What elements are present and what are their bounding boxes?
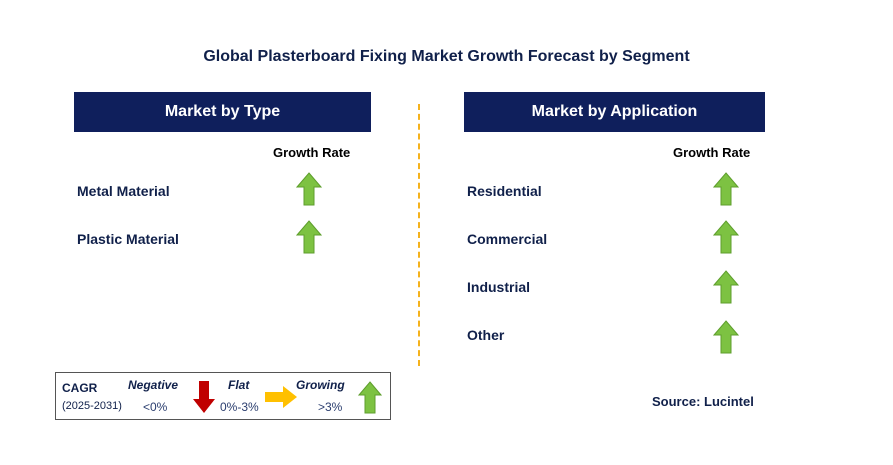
source-note: Source: Lucintel (652, 394, 754, 409)
legend-negative-label: Negative (128, 378, 179, 392)
growing-up-arrow-icon (358, 381, 382, 414)
application-growth-rate-label: Growth Rate (673, 145, 751, 160)
type-panel-header: Market by Type (74, 92, 371, 132)
legend-cagr-label: CAGR (62, 381, 98, 395)
legend-flat-label: Flat (228, 378, 250, 392)
application-panel-header: Market by Application (464, 92, 765, 132)
growth-up-arrow-icon (713, 220, 739, 254)
growth-up-arrow-icon (296, 172, 322, 206)
type-item-label: Metal Material (77, 183, 170, 199)
type-growth-rate-label: Growth Rate (273, 145, 351, 160)
application-item-label: Residential (467, 183, 542, 199)
panel-divider (418, 104, 420, 366)
growth-up-arrow-icon (713, 270, 739, 304)
negative-down-arrow-icon (193, 381, 215, 413)
legend-growing-label: Growing (296, 378, 345, 392)
legend-period: (2025-2031) (62, 400, 122, 412)
application-item-label: Commercial (467, 231, 548, 247)
legend-growing-range: >3% (318, 400, 343, 414)
legend-negative-range: <0% (143, 400, 168, 414)
type-item-label: Plastic Material (77, 231, 179, 247)
growth-up-arrow-icon (713, 320, 739, 354)
legend-flat-range: 0%-3% (220, 400, 259, 414)
flat-right-arrow-icon (265, 386, 297, 408)
growth-up-arrow-icon (296, 220, 322, 254)
chart-title: Global Plasterboard Fixing Market Growth… (203, 48, 690, 65)
growth-up-arrow-icon (713, 172, 739, 206)
application-item-label: Industrial (467, 279, 531, 295)
application-item-label: Other (467, 327, 505, 343)
cagr-legend: CAGR (2025-2031) Negative <0% Flat 0%-3%… (55, 372, 391, 420)
